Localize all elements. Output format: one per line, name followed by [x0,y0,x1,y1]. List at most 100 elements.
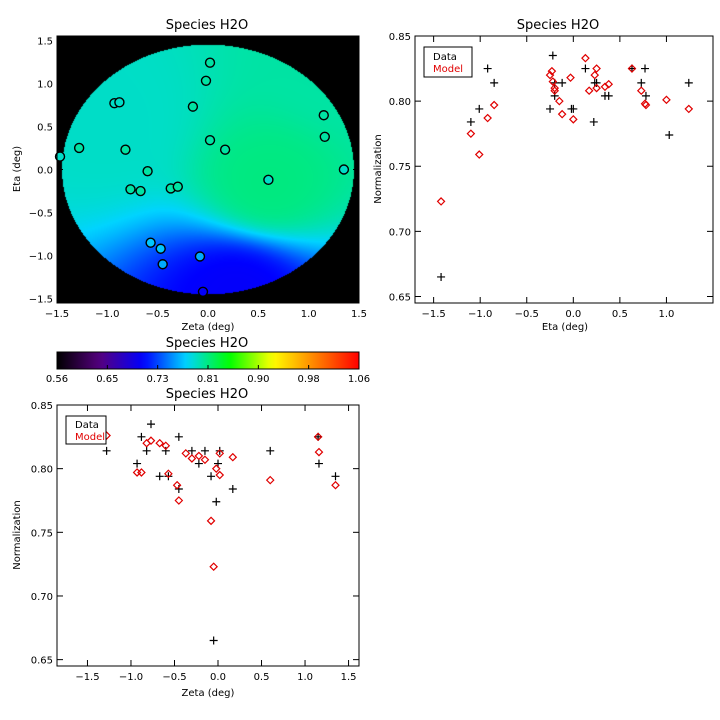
eta-ylabel: Normalization [373,134,384,204]
zeta-frame [56,404,360,667]
eta-model-point [581,53,590,63]
zeta-ytick-label: 0.70 [31,592,53,603]
eta-data-point [641,91,650,100]
zeta-xtick-label: −1.0 [119,672,143,683]
eta-legend-model: Model [433,64,463,75]
eta-data-point [546,104,555,113]
colorbar-tick-label: 0.81 [197,374,219,385]
eta-model-point [554,96,564,106]
eta-model-point [590,70,600,80]
eta-xtick-label: −1.0 [468,309,492,320]
zeta-panel: Species H2O −1.5 −1.0 −0.5 0.0 0.5 1.0 1.5 0.6… [12,387,360,699]
zeta-xtick-label: 0.0 [210,672,226,683]
eta-x-axis: −1.5 −1.0 −0.5 0.0 0.5 1.0 [421,36,674,320]
colorbar-tick-label: 0.65 [96,374,118,385]
map-ytick-label: −1.5 [29,295,53,306]
eta-model-point [489,100,499,110]
eta-model-point [584,86,594,96]
eta-data-point [490,78,499,87]
eta-model-point [548,77,558,86]
zeta-xlabel: Zeta (deg) [182,688,235,699]
zeta-model-point [209,562,219,572]
map-point [338,164,350,175]
map-point [187,101,199,112]
map-xtick-label: −0.5 [146,309,170,320]
map-xtick-label: 1.5 [351,309,367,320]
eta-data-point [637,78,646,87]
eta-xlabel: Eta (deg) [542,322,588,333]
zeta-model-point [211,464,221,474]
map-point [155,243,166,254]
zeta-data-point [194,459,203,468]
eta-model-point [662,95,671,105]
eta-model-point [436,197,446,206]
zeta-xtick-label: 0.5 [254,672,270,683]
eta-data-point [466,117,475,126]
zeta-model-point [142,438,151,448]
map-point [200,75,212,86]
map-point [172,181,184,192]
zeta-data-point [314,459,323,468]
zeta-model-point [313,432,323,442]
eta-ytick-label: 0.80 [389,97,411,108]
map-point [197,286,209,298]
zeta-model-point [194,451,204,461]
eta-ytick-label: 0.65 [389,292,411,303]
map-ytick-label: 1.5 [37,36,53,47]
map-x-axis: −1.5 −1.0 −0.5 0.0 0.5 1.0 1.5 [45,36,367,320]
zeta-data-point [228,485,237,494]
map-point [204,135,216,146]
map-point [73,142,85,154]
zeta-legend: Data Model [65,415,107,445]
zeta-data-point [207,472,216,481]
eta-data-point [483,64,492,73]
map-point [263,174,274,186]
eta-model-point [627,64,637,73]
eta-data-point [550,91,559,100]
zeta-data-point [155,472,164,481]
eta-ytick-label: 0.75 [389,162,411,173]
zeta-data-point [137,432,146,441]
eta-legend-box [423,46,473,78]
zeta-data-point [164,472,173,481]
map-point [145,237,156,248]
map-point [318,110,329,121]
map-xtick-label: 0.0 [200,309,216,320]
zeta-legend-box [65,415,107,445]
eta-data-point [665,130,674,139]
map-point [142,166,153,177]
map-ytick-label: 0.5 [37,122,53,133]
eta-model-point [592,64,601,73]
map-ytick-label: −0.5 [29,209,53,220]
map-xlabel: Zeta (deg) [182,322,235,333]
zeta-title: Species H2O [166,387,248,402]
zeta-model-point [331,480,340,490]
map-point [54,151,66,162]
eta-data-point [558,78,567,87]
eta-model-point [483,113,492,123]
eta-model-point [474,150,484,159]
zeta-model-point [181,449,191,458]
zeta-xtick-label: −1.5 [75,672,99,683]
eta-model-point [636,86,646,96]
eta-xtick-label: 1.0 [658,309,674,320]
map-ytick-label: −1.0 [29,252,53,263]
eta-data-point [589,117,598,126]
zeta-model-point [137,468,146,477]
map-point [194,251,206,262]
eta-model-point [684,104,694,114]
zeta-ytick-label: 0.65 [31,656,53,667]
map-point [204,57,216,68]
map-ytick-label: 1.0 [37,79,53,90]
colorbar-title: Species H2O [166,336,248,351]
zeta-y-axis: 0.65 0.70 0.75 0.80 0.85 [31,401,359,667]
zeta-model-point [146,436,156,445]
map-point [114,97,125,108]
zeta-ytick-label: 0.80 [31,465,53,476]
eta-model-point [566,73,575,83]
eta-data-point [641,64,650,73]
eta-data-point [548,51,557,60]
eta-marks [436,51,694,281]
zeta-data-point [161,446,170,455]
